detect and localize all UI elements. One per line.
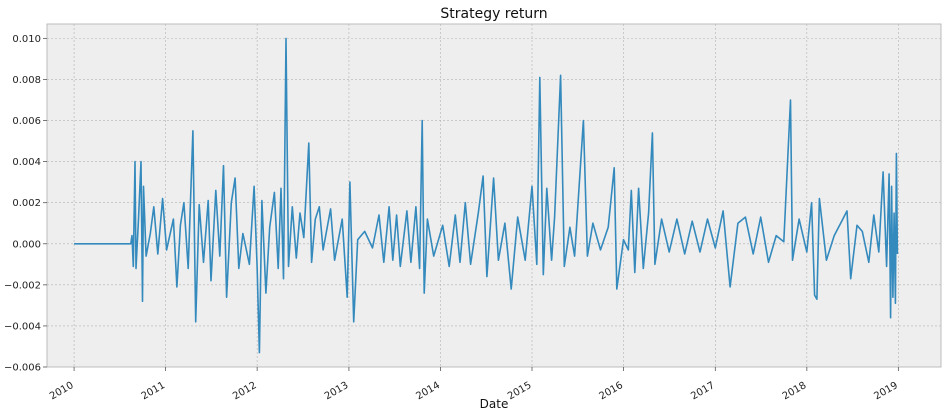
x-tick-label: 2015: [506, 380, 534, 402]
x-tick-label: 2013: [323, 380, 351, 402]
y-tick-label: 0.008: [12, 75, 41, 86]
y-tick-label: 0.000: [12, 239, 41, 250]
series-layer: [74, 37, 899, 354]
y-tick-label: 0.002: [12, 198, 41, 209]
y-tick-label: −0.004: [4, 321, 41, 332]
x-axis: 2010 2011 2012 2013 2014 2015 2016 2017 2018 2019: [48, 367, 900, 402]
x-tick-label: 2019: [872, 380, 900, 402]
y-tick-label: −0.002: [4, 280, 41, 291]
x-tick-label: 2012: [231, 380, 259, 402]
plot-frame: [46, 23, 942, 368]
x-tick-label: 2011: [140, 380, 168, 402]
x-axis-label: Date: [480, 397, 509, 411]
x-tick-label: 2017: [689, 380, 717, 402]
y-tick-label: −0.006: [4, 363, 41, 374]
y-tick-label: 0.010: [12, 34, 41, 45]
x-tick-label: 2010: [48, 380, 76, 402]
y-tick-label: 0.006: [12, 116, 41, 127]
series-line: [74, 37, 899, 354]
chart-title: Strategy return: [440, 6, 547, 22]
x-tick-label: 2016: [597, 380, 625, 402]
y-axis: 0.010 0.008 0.006 0.004 0.002 0.000 −0.002 −0.0…: [4, 34, 47, 374]
x-tick-label: 2018: [781, 380, 809, 402]
y-tick-label: 0.004: [12, 157, 41, 168]
x-tick-label: 2014: [414, 380, 442, 402]
